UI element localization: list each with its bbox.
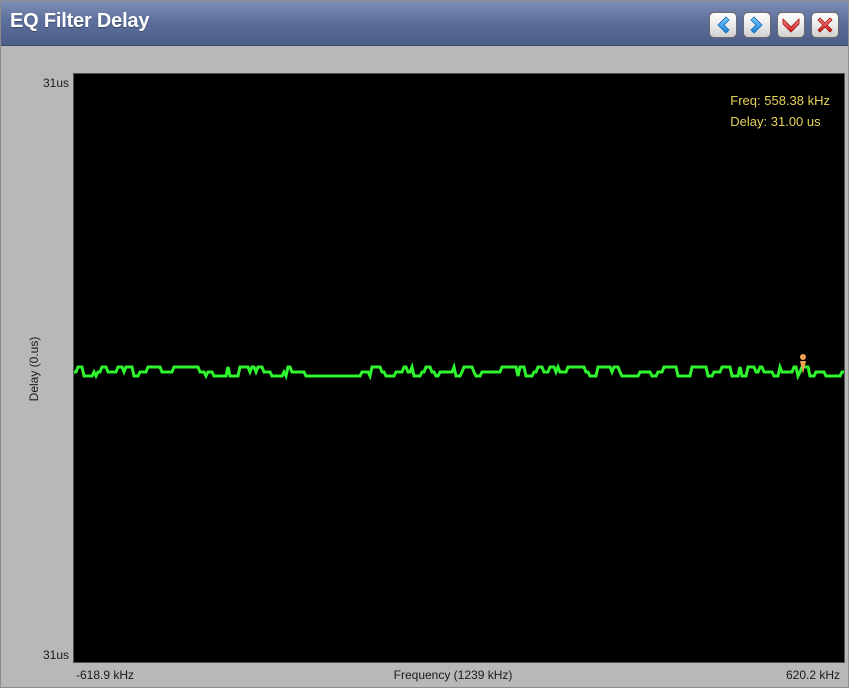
x-axis-min-label: -618.9 kHz <box>76 668 135 682</box>
chevron-left-icon <box>717 16 730 34</box>
collapse-button[interactable] <box>777 12 805 38</box>
previous-button[interactable] <box>709 12 737 38</box>
delay-plot[interactable]: Freq: 558.38 kHz Delay: 31.00 us <box>73 73 845 663</box>
chevron-down-icon <box>782 18 800 33</box>
x-axis-max-label: 620.2 kHz <box>785 668 840 682</box>
readout-frequency: Freq: 558.38 kHz <box>730 93 830 108</box>
y-axis-title: Delay (0.us) <box>27 336 41 402</box>
chevron-right-icon <box>750 16 763 34</box>
delay-trace <box>74 361 844 381</box>
title-bar: EQ Filter Delay <box>1 1 848 46</box>
y-axis-min-label: 31us <box>42 648 69 662</box>
cursor-readout: Freq: 558.38 kHz Delay: 31.00 us <box>730 90 830 132</box>
delay-trace-canvas <box>74 354 844 381</box>
y-axis-max-label: 31us <box>42 76 69 90</box>
close-icon <box>817 17 833 33</box>
readout-delay: Delay: 31.00 us <box>730 114 821 129</box>
close-button[interactable] <box>811 12 839 38</box>
marker-icon <box>800 354 806 374</box>
next-button[interactable] <box>743 12 771 38</box>
x-axis-title: Frequency (1239 kHz) <box>393 668 513 682</box>
window-title: EQ Filter Delay <box>10 10 150 32</box>
